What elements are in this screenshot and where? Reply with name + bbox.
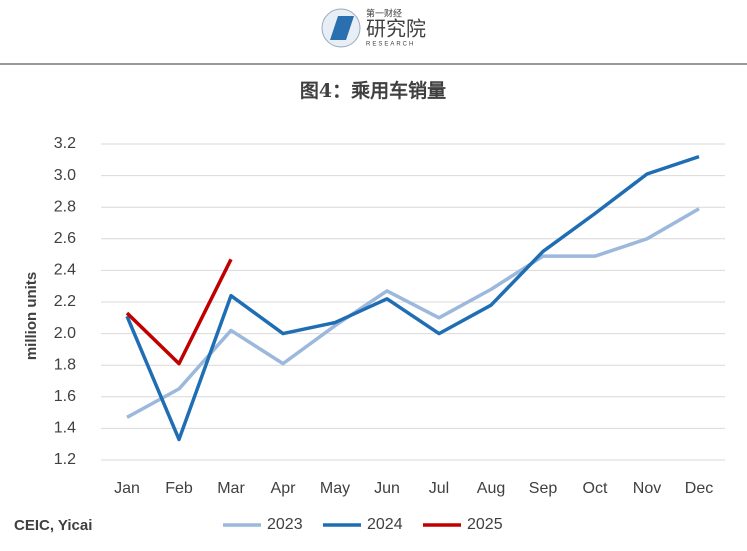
y-tick-label: 2.6 xyxy=(54,230,76,247)
x-tick-label: May xyxy=(320,480,350,497)
y-tick-label: 1.2 xyxy=(54,451,76,468)
legend-label: 2024 xyxy=(367,516,403,533)
y-tick-label: 3.2 xyxy=(54,135,76,152)
legend-label: 2023 xyxy=(267,516,303,533)
logo-sub: RESEARCH xyxy=(366,42,415,48)
y-axis-label: million units xyxy=(23,272,40,360)
y-tick-label: 2.4 xyxy=(54,262,76,279)
series-line xyxy=(126,207,700,419)
y-tick-label: 1.8 xyxy=(54,356,76,373)
logo: 第一财经 研究院 RESEARCH xyxy=(321,7,426,48)
series-line xyxy=(125,154,700,442)
source: CEIC, Yicai xyxy=(14,517,92,534)
y-tick-label: 2.2 xyxy=(54,293,76,310)
x-tick-label: Aug xyxy=(477,480,505,497)
x-tick-label: Nov xyxy=(633,480,661,497)
plot: 2023 2024 2025 xyxy=(125,154,700,533)
x-tick-label: Jan xyxy=(114,480,140,497)
y-tick-label: 2.8 xyxy=(54,198,76,215)
logo-main: 研究院 xyxy=(366,17,426,41)
y-tick-label: 3.0 xyxy=(54,167,76,184)
x-tick-label: Jul xyxy=(429,480,449,497)
series-line xyxy=(125,258,233,366)
x-tick-label: Feb xyxy=(165,480,193,497)
x-tick-label: Jun xyxy=(374,480,400,497)
x-tick-label: Oct xyxy=(583,480,608,497)
grid: 1.2 1.4 1.6 1.8 2.0 2.2 2.4 2.6 2.8 3.0 3.2 Jan Feb M… xyxy=(54,135,725,497)
x-tick-label: Apr xyxy=(271,480,297,497)
chart-title: 图4：乘用车销量 xyxy=(300,79,446,102)
y-tick-label: 2.0 xyxy=(54,325,76,342)
y-tick-label: 1.6 xyxy=(54,388,76,405)
legend-label: 2025 xyxy=(467,516,503,533)
logo-top: 第一财经 xyxy=(366,7,402,18)
x-tick-label: Sep xyxy=(529,480,558,497)
y-tick-label: 1.4 xyxy=(54,420,76,437)
logo-shape xyxy=(330,16,354,40)
x-tick-label: Dec xyxy=(685,480,713,497)
x-tick-label: Mar xyxy=(217,480,245,497)
